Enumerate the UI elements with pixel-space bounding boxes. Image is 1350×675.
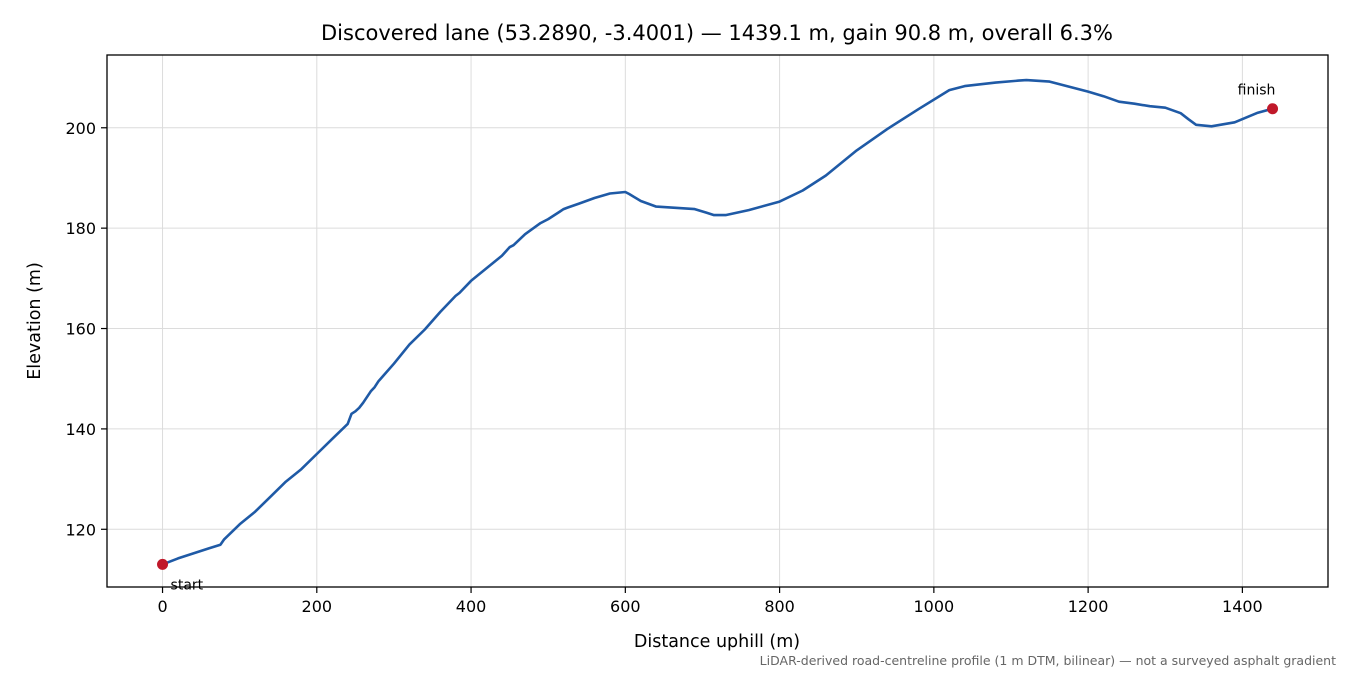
y-tick-label: 200: [65, 119, 96, 138]
x-tick-label: 800: [764, 597, 795, 616]
y-axis-title: Elevation (m): [25, 262, 45, 380]
y-tick-label: 120: [65, 520, 96, 539]
x-tick-label: 200: [302, 597, 333, 616]
y-tick-label: 140: [65, 420, 96, 439]
x-tick-label: 400: [456, 597, 487, 616]
plot-frame: [106, 54, 1329, 588]
x-tick-label: 1000: [913, 597, 954, 616]
finish-marker: [1267, 103, 1279, 115]
grid-layer: [107, 55, 1328, 587]
y-tick-label: 180: [65, 219, 96, 238]
start-annotation: start: [171, 577, 204, 593]
x-axis-title: Distance uphill (m): [634, 632, 800, 652]
marker-layer: start finish: [157, 83, 1279, 593]
finish-annotation: finish: [1238, 83, 1276, 99]
line-layer: [161, 78, 1274, 566]
x-tick-label: 600: [610, 597, 641, 616]
elevation-line: [161, 78, 1274, 566]
chart-footnote: LiDAR-derived road-centreline profile (1…: [760, 653, 1336, 668]
tick-layer: 0 200 400 600 800 1000 1200 1400 120 140 160 180 200: [65, 119, 1262, 616]
chart-title: Discovered lane (53.2890, -3.4001) — 143…: [321, 21, 1113, 45]
x-tick-label: 1200: [1068, 597, 1109, 616]
x-tick-label: 0: [157, 597, 167, 616]
y-tick-label: 160: [65, 320, 96, 339]
start-marker: [157, 558, 169, 570]
x-tick-label: 1400: [1222, 597, 1263, 616]
